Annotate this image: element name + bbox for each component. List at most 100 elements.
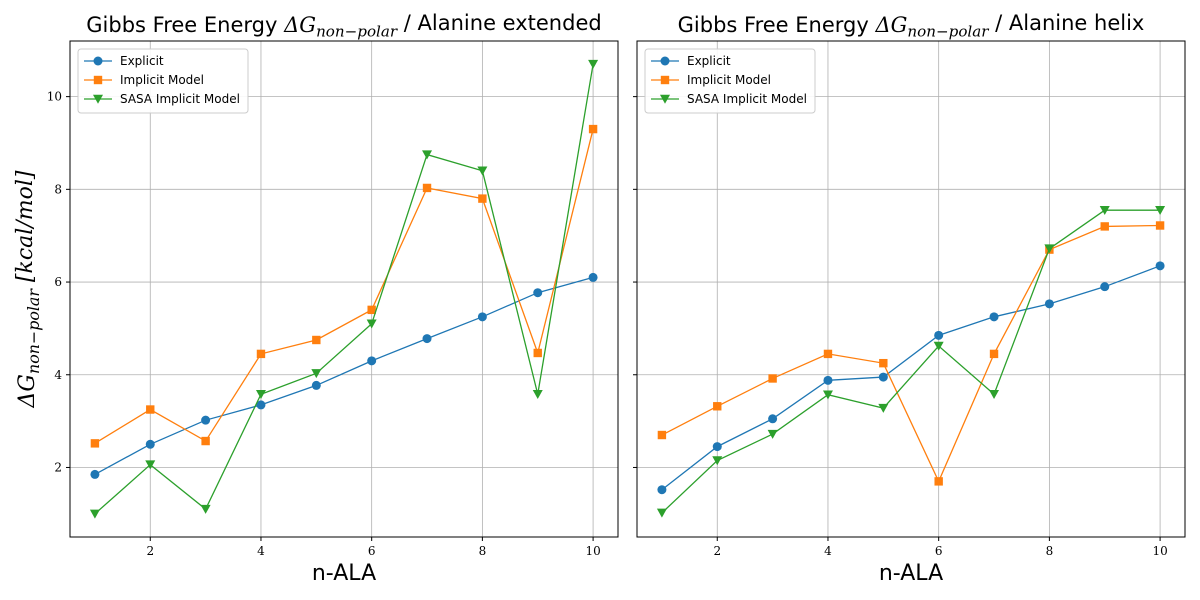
x-tick-label: 6 — [368, 544, 376, 558]
data-point — [367, 305, 376, 315]
y-tick-label: 10 — [47, 90, 62, 104]
series-line-sasa-implicit-model — [94, 64, 594, 515]
data-point — [588, 59, 599, 69]
data-point — [422, 183, 432, 193]
y-axis-label: ΔGnon−polar [kcal/mol] — [13, 170, 43, 408]
x-tick-label: 10 — [1152, 544, 1167, 558]
legend-label: Implicit Model — [120, 73, 204, 87]
data-point — [533, 288, 543, 298]
data-point — [477, 166, 488, 176]
y-tick-label: 2 — [54, 460, 62, 474]
data-point — [656, 508, 667, 518]
data-point — [422, 334, 432, 344]
data-point — [989, 349, 999, 359]
data-point — [255, 389, 266, 399]
data-point — [201, 436, 210, 446]
legend-marker — [660, 75, 670, 85]
data-point — [533, 348, 542, 358]
x-tick-label: 6 — [935, 544, 943, 558]
series-line-implicit-model — [94, 128, 594, 444]
data-point — [146, 405, 155, 414]
x-axis-label: n-ALA — [879, 561, 943, 586]
data-point — [1155, 221, 1165, 230]
data-point — [657, 485, 667, 495]
data-point — [532, 389, 543, 399]
data-point — [477, 312, 487, 322]
data-point — [768, 374, 777, 383]
chart-title: Gibbs Free Energy ΔGnon−polar / Alanine … — [678, 11, 1145, 40]
data-point — [256, 400, 266, 410]
data-point — [823, 349, 833, 359]
x-tick-label: 2 — [146, 544, 154, 558]
data-point — [588, 272, 598, 282]
data-point — [422, 150, 433, 160]
x-tick-label: 8 — [479, 544, 487, 558]
data-point — [989, 389, 1000, 399]
series-line-explicit — [661, 265, 1161, 491]
y-tick-label: 4 — [54, 368, 62, 382]
data-point — [1044, 299, 1054, 309]
y-tick-label: 6 — [54, 275, 62, 289]
data-point — [145, 439, 155, 449]
data-point — [201, 415, 211, 425]
data-point — [312, 335, 321, 345]
data-point — [1100, 282, 1110, 292]
legend-marker — [93, 94, 103, 104]
data-point — [1155, 205, 1166, 215]
legend-label: Explicit — [120, 54, 164, 68]
data-point — [934, 477, 943, 486]
x-tick-label: 4 — [824, 544, 832, 558]
data-point — [934, 330, 944, 340]
data-point — [90, 439, 100, 448]
x-axis-label: n-ALA — [312, 561, 376, 586]
data-point — [657, 430, 667, 440]
data-point — [768, 414, 778, 424]
data-point — [878, 372, 888, 382]
data-point — [989, 312, 999, 322]
data-point — [1155, 261, 1165, 271]
legend-label: Implicit Model — [687, 73, 771, 87]
data-point — [200, 504, 211, 514]
data-point — [1100, 222, 1109, 231]
data-point — [367, 356, 377, 366]
legend-marker — [93, 75, 103, 85]
data-point — [89, 509, 100, 519]
data-point — [145, 460, 156, 470]
data-point — [878, 403, 889, 413]
x-tick-label: 10 — [585, 544, 600, 558]
data-point — [713, 402, 722, 411]
chart-panel-extended: 2 4 6 8 10 2 4 6 8 10 Gibbs Free Energy ΔGnon−pola… — [13, 11, 619, 586]
data-point — [767, 429, 778, 439]
data-point — [311, 369, 322, 379]
legend-box — [644, 48, 816, 114]
data-point — [366, 319, 377, 329]
legend-marker — [660, 56, 670, 66]
x-tick-label: 4 — [257, 544, 265, 558]
data-point — [712, 456, 723, 466]
plot-frame — [636, 40, 1186, 538]
legend-label: Explicit — [687, 54, 731, 68]
series-line-implicit-model — [661, 224, 1161, 483]
legend-label: SASA Implicit Model — [687, 92, 807, 106]
series-line-sasa-implicit-model — [661, 209, 1161, 514]
legend-marker — [660, 94, 670, 104]
series-line-explicit — [94, 276, 594, 475]
data-point — [822, 390, 833, 400]
x-tick-label: 2 — [713, 544, 721, 558]
data-point — [311, 380, 321, 390]
data-point — [90, 469, 100, 479]
legend-label: SASA Implicit Model — [120, 92, 240, 106]
legend-box — [77, 48, 249, 114]
data-point — [478, 194, 487, 203]
chart-panel-helix: 2 4 6 8 10 Gibbs Free Energy ΔGnon−polar / Al… — [633, 11, 1186, 586]
legend-marker — [93, 56, 103, 66]
plot-frame — [69, 40, 619, 538]
data-point — [712, 442, 722, 452]
data-point — [933, 341, 944, 351]
chart-title: Gibbs Free Energy ΔGnon−polar / Alanine … — [86, 11, 601, 40]
data-point — [1099, 205, 1110, 215]
data-point — [1044, 244, 1055, 254]
legend: Explicit Implicit Model SASA Implicit Mode… — [77, 48, 249, 114]
x-tick-label: 8 — [1046, 544, 1054, 558]
legend: Explicit Implicit Model SASA Implicit Mode… — [644, 48, 816, 114]
